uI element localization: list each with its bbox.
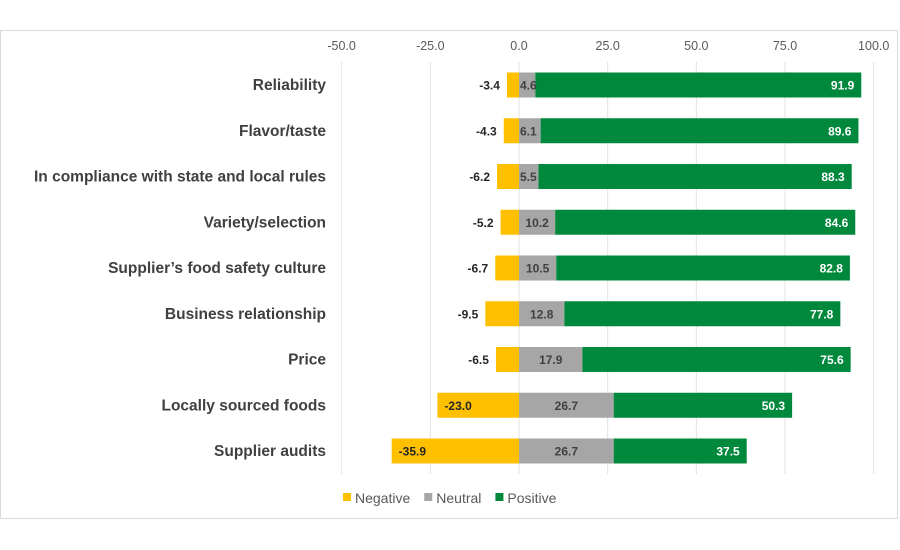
data-label-neutral: 10.2 [525, 216, 549, 230]
data-label-positive: 77.8 [810, 307, 834, 321]
data-label-positive: 50.3 [762, 399, 786, 413]
x-tick-label: 50.0 [684, 39, 708, 53]
data-label-negative: -6.2 [469, 170, 490, 184]
data-label-positive: 82.8 [820, 262, 844, 276]
data-label-neutral: 10.5 [526, 262, 550, 276]
category-label: Locally sourced foods [161, 397, 326, 414]
category-label: In compliance with state and local rules [34, 169, 326, 186]
bar-neutral [519, 118, 541, 144]
bar-positive [555, 209, 856, 235]
bar-negative [506, 72, 519, 98]
bar-positive [564, 301, 841, 327]
x-tick-label: 25.0 [596, 39, 620, 53]
data-label-neutral: 26.7 [555, 445, 579, 459]
bar-positive [538, 164, 852, 189]
bar-neutral [519, 438, 614, 464]
bar-negative [495, 347, 519, 372]
category-label: Supplier audits [214, 443, 326, 460]
bar-neutral [519, 392, 614, 418]
bar-negative [485, 301, 519, 327]
data-label-positive: 88.3 [821, 170, 845, 184]
bar-negative [391, 438, 519, 464]
data-label-neutral: 12.8 [530, 307, 554, 321]
legend-swatch-neutral [424, 493, 433, 501]
x-tick-label: -25.0 [416, 39, 445, 53]
bar-neutral [519, 209, 556, 235]
bar-positive [535, 72, 862, 98]
bar-negative [497, 164, 519, 189]
bar-positive [613, 392, 793, 418]
bar-negative [495, 255, 519, 281]
data-label-negative: -3.4 [479, 79, 500, 93]
bar-positive [556, 255, 850, 281]
data-label-neutral: 6.1 [520, 124, 537, 138]
x-tick-label: 100.0 [858, 39, 889, 53]
data-label-negative: -9.5 [458, 307, 479, 321]
data-label-negative: -35.9 [399, 445, 427, 459]
bar-negative [503, 118, 519, 144]
x-tick-label: 75.0 [773, 39, 797, 53]
legend-swatch-positive [495, 493, 504, 501]
category-label: Flavor/taste [239, 123, 326, 140]
data-label-neutral: 5.5 [520, 170, 537, 184]
bar-negative [500, 209, 519, 235]
bar-positive [613, 438, 747, 464]
data-label-neutral: 26.7 [555, 399, 579, 413]
category-label: Business relationship [165, 306, 326, 323]
bar-negative [437, 392, 519, 418]
category-label: Variety/selection [204, 214, 326, 231]
bar-positive [582, 347, 851, 372]
data-label-positive: 89.6 [828, 124, 852, 138]
bar-neutral [519, 164, 539, 189]
legend-label-neutral: Neutral [436, 490, 481, 506]
category-label: Price [288, 352, 326, 369]
data-label-negative: -6.5 [468, 353, 489, 367]
data-label-negative: -6.7 [468, 262, 489, 276]
data-label-positive: 91.9 [831, 79, 855, 93]
bar-neutral [519, 72, 536, 98]
category-label: Supplier’s food safety culture [108, 260, 326, 277]
bar-neutral [519, 255, 557, 281]
data-label-negative: -23.0 [444, 399, 472, 413]
x-tick-label: 0.0 [510, 39, 527, 53]
category-label: Reliability [253, 77, 327, 94]
bar-positive [540, 118, 859, 144]
data-label-negative: -5.2 [473, 216, 494, 230]
legend-label-negative: Negative [355, 490, 410, 506]
bar-neutral [519, 347, 583, 372]
legend-label-positive: Positive [507, 490, 556, 506]
data-label-neutral: 17.9 [539, 353, 563, 367]
data-label-positive: 84.6 [825, 216, 849, 230]
bar-neutral [519, 301, 565, 327]
data-label-neutral: 4.6 [520, 79, 537, 93]
data-label-positive: 37.5 [716, 445, 740, 459]
data-label-negative: -4.3 [476, 124, 497, 138]
data-label-positive: 75.6 [820, 353, 844, 367]
x-tick-label: -50.0 [327, 39, 356, 53]
legend-swatch-negative [343, 493, 351, 501]
